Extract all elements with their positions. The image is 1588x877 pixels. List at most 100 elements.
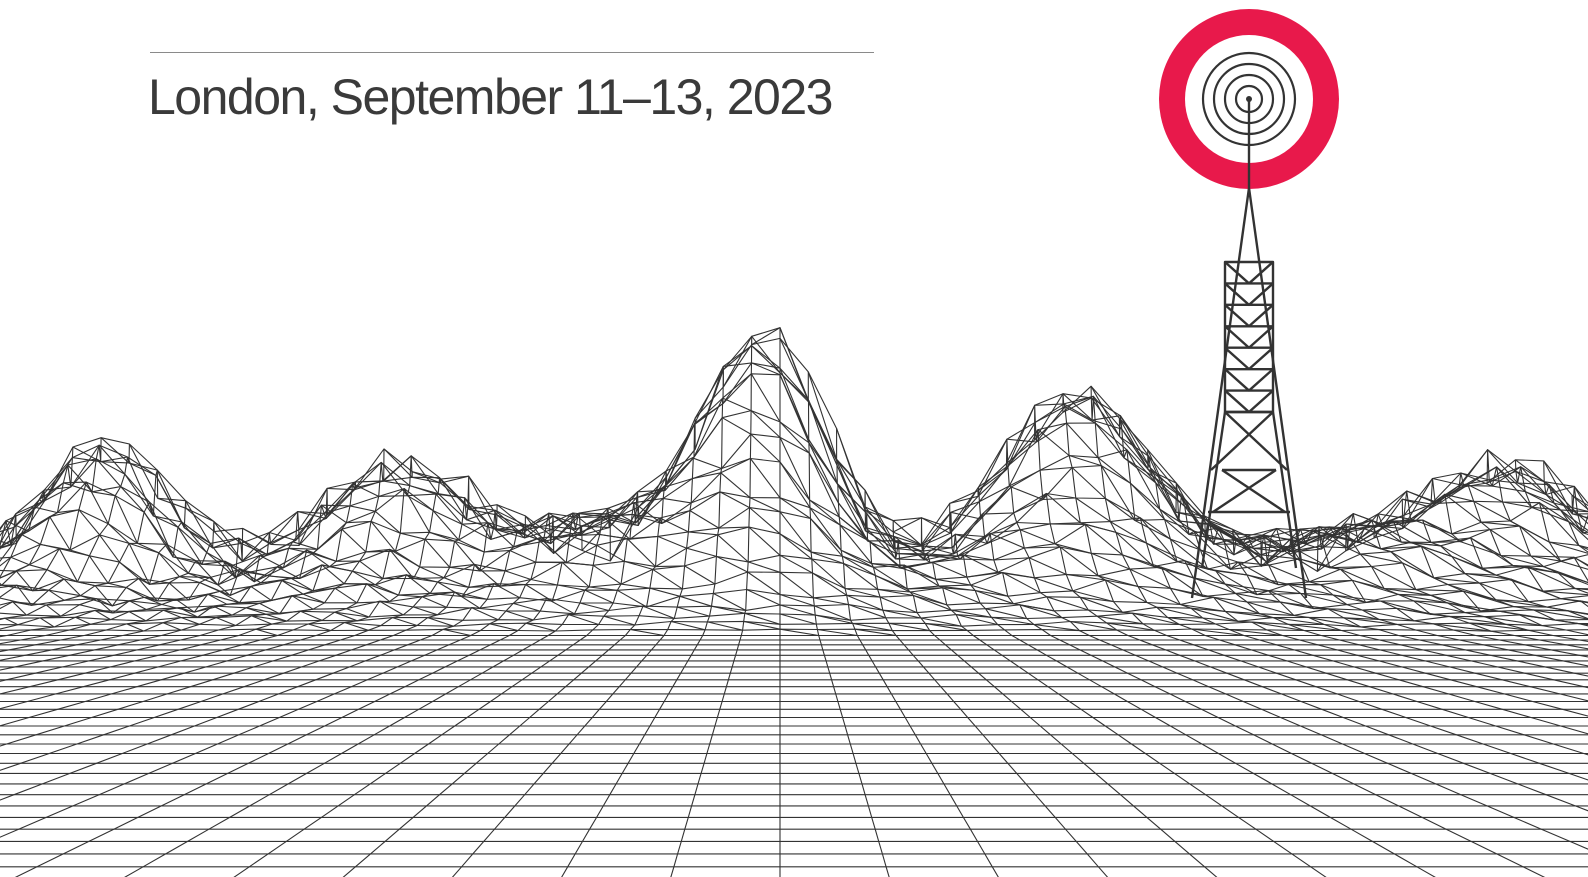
terrain-facet-line [1320, 584, 1366, 603]
terrain-facet-line [1421, 545, 1466, 575]
terrain-facet-line [749, 458, 781, 499]
terrain-facet-line [1449, 615, 1506, 625]
terrain-facet-line [925, 622, 968, 631]
terrain-facet-line [691, 491, 721, 504]
terrain-facet-line [779, 437, 811, 501]
terrain-facet-line [836, 464, 867, 528]
terrain-facet-line [16, 584, 33, 606]
terrain-facet-line [1447, 583, 1496, 601]
terrain-facet-line [427, 617, 454, 627]
terrain-facet-line [464, 497, 492, 540]
terrain-column-line [1458, 472, 1588, 608]
terrain-column-line [836, 428, 999, 877]
terrain-facet-line [269, 531, 296, 541]
terrain-facet-line [553, 525, 582, 554]
terrain-facet-line [440, 475, 469, 480]
terrain-facet-line [39, 617, 55, 628]
terrain-facet-line [355, 480, 384, 489]
terrain-facet-line [213, 531, 243, 562]
terrain-facet-line [209, 577, 231, 596]
terrain-facet-line [69, 549, 90, 557]
terrain-facet-line [1230, 564, 1269, 570]
terrain-facet-line [1352, 579, 1399, 595]
terrain-facet-line [1463, 466, 1497, 487]
terrain-facet-line [378, 488, 405, 497]
terrain-facet-line [163, 609, 182, 619]
terrain-facet-line [1458, 449, 1489, 489]
terrain-facet-line [521, 512, 550, 535]
terrain-facet-line [837, 502, 870, 542]
terrain-column-line [1034, 404, 1588, 812]
terrain-facet-line [1276, 527, 1313, 532]
terrain-facet-line [539, 537, 567, 564]
terrain-facet-line [1434, 484, 1469, 504]
terrain-facet-line [751, 345, 781, 369]
terrain-facet-line [1309, 579, 1353, 583]
terrain-facet-line [1371, 566, 1417, 591]
terrain-facet-line [4, 617, 19, 626]
terrain-facet-line [1217, 527, 1254, 549]
terrain-facet-line [168, 582, 189, 601]
terrain-facet-line [1384, 587, 1431, 596]
terrain-facet-line [525, 622, 556, 632]
terrain-facet-line [978, 465, 1009, 488]
terrain-facet-line [28, 516, 51, 532]
terrain-facet-line [1463, 590, 1514, 608]
terrain-facet-line [1273, 617, 1325, 626]
terrain-facet-line [815, 614, 853, 624]
terrain-facet-line [713, 592, 746, 611]
terrain-facet-line [375, 584, 399, 596]
terrain-facet-line [295, 504, 322, 541]
terrain-facet-line [1153, 565, 1194, 579]
terrain-facet-line [871, 563, 905, 566]
terrain-facet-line [157, 598, 176, 602]
terrain-facet-line [636, 486, 665, 499]
terrain-facet-line [1447, 602, 1500, 612]
terrain-facet-line [1033, 623, 1080, 632]
terrain-facet-line [1178, 520, 1211, 525]
terrain-facet-line [352, 483, 379, 497]
terrain-facet-line [266, 541, 293, 556]
terrain-facet-line [1511, 578, 1562, 600]
terrain-facet-line [929, 554, 964, 564]
terrain-facet-line [580, 507, 609, 536]
terrain-facet-line [1225, 610, 1274, 619]
terrain-column-line [14, 512, 583, 877]
terrain-facet-line [72, 444, 100, 459]
terrain-facet-line [551, 512, 580, 530]
terrain-facet-line [379, 600, 404, 616]
terrain-facet-line [1090, 385, 1121, 437]
terrain-facet-line [746, 589, 781, 606]
terrain-facet-line [907, 587, 943, 590]
terrain-facet-line [126, 623, 144, 632]
terrain-facet-line [195, 560, 219, 586]
terrain-facet-line [599, 533, 628, 540]
terrain-facet-line [207, 593, 228, 605]
tower-base-bracing [1200, 411, 1298, 569]
terrain-facet-line [620, 583, 650, 589]
terrain-facet-line [717, 534, 749, 563]
terrain-facet-line [659, 517, 689, 533]
terrain-column-line [1260, 527, 1588, 667]
terrain-column-line [1430, 477, 1588, 620]
terrain-facet-line [1571, 494, 1588, 507]
terrain-facet-line [1489, 529, 1532, 557]
terrain-facet-line [1242, 527, 1277, 545]
terrain-facet-line [283, 549, 308, 569]
tower-lattice-brace [1224, 282, 1274, 307]
terrain-column-line [1232, 528, 1588, 677]
terrain-facet-line [509, 549, 536, 563]
terrain-facet-line [291, 595, 314, 610]
terrain-column-line [561, 365, 724, 877]
terrain-facet-line [632, 513, 660, 519]
terrain-facet-line [149, 582, 170, 585]
terrain-facet-line [1515, 470, 1547, 495]
terrain-facet-line [107, 523, 130, 544]
terrain-facet-line [956, 614, 998, 626]
terrain-facet-line [94, 609, 111, 621]
terrain-facet-line [419, 566, 445, 579]
terrain-facet-line [603, 615, 635, 626]
terrain-facet-line [546, 512, 574, 526]
terrain-facet-line [836, 458, 866, 491]
terrain-column-line [0, 513, 17, 548]
